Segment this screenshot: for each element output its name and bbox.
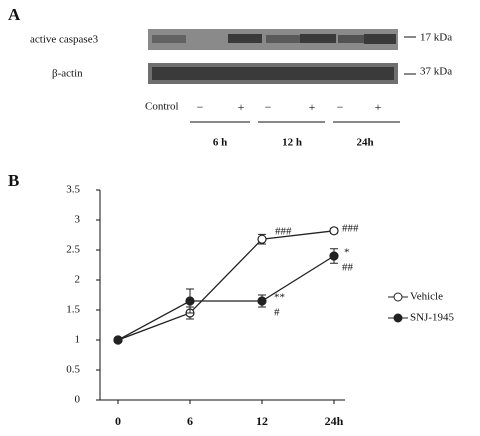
- legend-marker: [394, 293, 402, 301]
- annotation: ##: [342, 262, 354, 274]
- legend-label: SNJ-1945: [410, 312, 455, 324]
- x-tick-label: 6: [187, 414, 193, 428]
- legend-marker: [394, 314, 402, 322]
- data-point: [186, 297, 194, 305]
- sign: −: [197, 100, 204, 114]
- y-tick-label: 3: [75, 214, 81, 226]
- sign: −: [337, 100, 344, 114]
- y-tick-label: 1.5: [66, 304, 80, 316]
- data-point: [258, 297, 266, 305]
- control-label: Control: [145, 101, 179, 113]
- data-point: [114, 336, 122, 344]
- time-label: 12 h: [282, 137, 302, 149]
- annotation: #: [274, 307, 280, 319]
- y-tick-label: 2: [75, 274, 81, 286]
- annotation: ###: [342, 223, 359, 235]
- x-tick-label: 0: [115, 414, 121, 428]
- data-point: [258, 235, 266, 243]
- y-tick-label: 2.5: [66, 244, 80, 256]
- row-label: β-actin: [52, 68, 83, 80]
- annotation: **: [274, 292, 285, 304]
- panel-label: A: [8, 5, 21, 24]
- x-tick-label: 24h: [325, 414, 344, 428]
- sign: +: [375, 100, 382, 114]
- data-point: [330, 252, 338, 260]
- x-tick-label: 12: [256, 414, 268, 428]
- y-tick-label: 1: [75, 334, 81, 346]
- legend-label: Vehicle: [410, 291, 443, 303]
- annotation: ###: [275, 226, 292, 238]
- row-label: active caspase3: [30, 34, 99, 46]
- data-point: [330, 227, 338, 235]
- size-label: 17 kDa: [420, 32, 452, 44]
- y-tick-label: 3.5: [66, 184, 80, 196]
- annotation: *: [344, 247, 350, 259]
- series-line: [118, 231, 334, 340]
- sign: +: [238, 100, 245, 114]
- sign: −: [265, 100, 272, 114]
- panel-label: B: [8, 171, 19, 190]
- time-label: 24h: [356, 137, 373, 149]
- size-label: 37 kDa: [420, 66, 452, 78]
- y-tick-label: 0.5: [66, 364, 80, 376]
- time-label: 6 h: [213, 137, 227, 149]
- figure: A B active caspase3 17 kDa β-actin 37 kDa Co…: [0, 0, 480, 431]
- y-tick-label: 0: [75, 394, 81, 406]
- sign: +: [309, 100, 316, 114]
